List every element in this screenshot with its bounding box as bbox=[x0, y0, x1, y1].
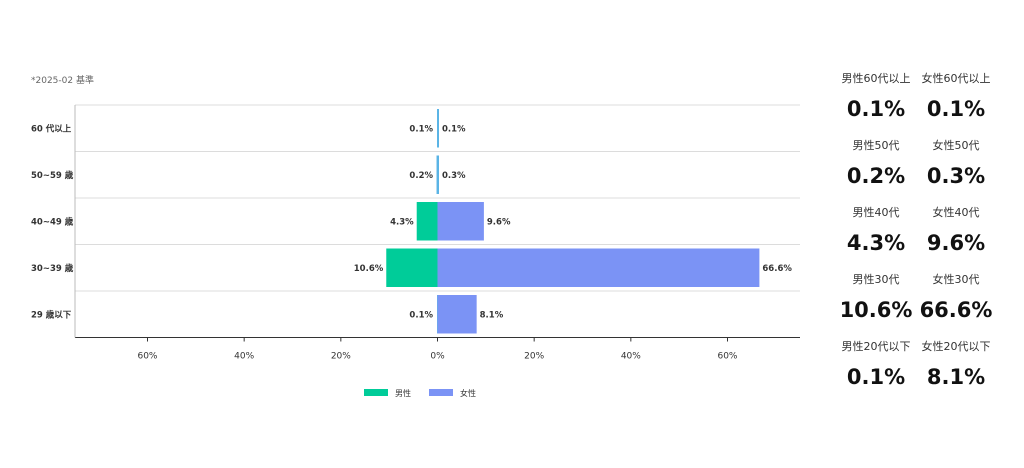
summary-row: 男性60代以上 0.1% 女性60代以上 0.1% bbox=[836, 66, 1012, 133]
summary-value: 10.6% bbox=[839, 298, 913, 322]
summary-cell: 女性30代 66.6% bbox=[916, 267, 996, 334]
bars-layer bbox=[386, 109, 760, 334]
data-label-female: 9.6% bbox=[487, 217, 511, 227]
bar-female bbox=[437, 248, 760, 287]
summary-cell: 女性60代以上 0.1% bbox=[916, 66, 996, 133]
x-tick-label: 20% bbox=[331, 352, 351, 362]
summary-label: 女性30代 bbox=[932, 273, 980, 286]
summary-value: 0.2% bbox=[846, 164, 906, 188]
category-label: 40~49 歳 bbox=[31, 216, 74, 227]
summary-value: 0.1% bbox=[846, 365, 906, 389]
summary-value: 8.1% bbox=[926, 365, 986, 389]
summary-cell: 女性40代 9.6% bbox=[916, 200, 996, 267]
category-label: 50~59 歳 bbox=[31, 170, 74, 181]
data-label-female: 66.6% bbox=[762, 264, 792, 274]
summary-value: 4.3% bbox=[846, 231, 906, 255]
summary-label: 男性60代以上 bbox=[841, 72, 911, 85]
summary-row: 男性50代 0.2% 女性50代 0.3% bbox=[836, 133, 1012, 200]
summary-panel: 男性60代以上 0.1% 女性60代以上 0.1% 男性50代 0.2% 女性50代 0.3%… bbox=[836, 66, 1012, 401]
basis-note: *2025-02 基準 bbox=[31, 76, 94, 86]
data-label-female: 0.3% bbox=[442, 171, 466, 181]
summary-row: 男性30代 10.6% 女性30代 66.6% bbox=[836, 267, 1012, 334]
category-label: 30~39 歳 bbox=[31, 263, 74, 274]
category-label: 29 歳以下 bbox=[31, 309, 72, 320]
summary-label: 女性20代以下 bbox=[921, 340, 991, 353]
bar-male bbox=[416, 202, 438, 241]
data-label-male: 0.1% bbox=[409, 310, 433, 320]
summary-label: 男性20代以下 bbox=[841, 340, 911, 353]
legend-label: 女性 bbox=[460, 388, 476, 398]
summary-label: 男性40代 bbox=[852, 206, 900, 219]
legend-swatch bbox=[429, 389, 453, 396]
bar-male bbox=[386, 248, 438, 287]
x-tick-label: 0% bbox=[430, 352, 445, 362]
x-tick-label: 40% bbox=[621, 352, 641, 362]
summary-value: 66.6% bbox=[919, 298, 993, 322]
summary-cell: 男性40代 4.3% bbox=[836, 200, 916, 267]
summary-label: 男性50代 bbox=[852, 139, 900, 152]
axis-layer: 60 代以上 50~59 歳 40~49 歳 30~39 歳 29 歳以下 60% 40% 2… bbox=[31, 123, 738, 361]
summary-label: 女性50代 bbox=[932, 139, 980, 152]
grid-layer bbox=[74, 104, 800, 338]
data-label-female: 8.1% bbox=[480, 310, 504, 320]
summary-cell: 男性60代以上 0.1% bbox=[836, 66, 916, 133]
summary-value: 0.1% bbox=[926, 97, 986, 121]
summary-cell: 男性50代 0.2% bbox=[836, 133, 916, 200]
summary-value: 9.6% bbox=[926, 231, 986, 255]
summary-cell: 男性30代 10.6% bbox=[836, 267, 916, 334]
summary-value: 0.3% bbox=[926, 164, 986, 188]
data-label-male: 0.1% bbox=[409, 124, 433, 134]
x-tick-label: 60% bbox=[137, 352, 157, 362]
summary-label: 女性60代以上 bbox=[921, 72, 991, 85]
bar-female bbox=[437, 202, 484, 241]
bar-female bbox=[437, 109, 439, 148]
data-label-male: 10.6% bbox=[354, 264, 384, 274]
legend-label: 男性 bbox=[395, 388, 411, 398]
x-tick-label: 20% bbox=[524, 352, 544, 362]
population-pyramid-chart: 0.1% 0.1% 0.2% 0.3% 4.3% 9.6% 10.6% 66.6% 0.1% 8.… bbox=[31, 104, 800, 398]
summary-label: 男性30代 bbox=[852, 273, 900, 286]
category-label: 60 代以上 bbox=[31, 123, 72, 134]
bar-female bbox=[437, 155, 439, 194]
summary-cell: 男性20代以下 0.1% bbox=[836, 334, 916, 401]
legend: 男性 女性 bbox=[364, 388, 476, 398]
data-label-male: 4.3% bbox=[390, 217, 414, 227]
data-label-female: 0.1% bbox=[442, 124, 466, 134]
summary-cell: 女性50代 0.3% bbox=[916, 133, 996, 200]
data-label-male: 0.2% bbox=[409, 171, 433, 181]
summary-value: 0.1% bbox=[846, 97, 906, 121]
bar-male bbox=[436, 155, 439, 194]
summary-row: 男性40代 4.3% 女性40代 9.6% bbox=[836, 200, 1012, 267]
summary-row: 男性20代以下 0.1% 女性20代以下 8.1% bbox=[836, 334, 1012, 401]
legend-swatch bbox=[364, 389, 388, 396]
x-tick-label: 40% bbox=[234, 352, 254, 362]
labels-layer: 0.1% 0.1% 0.2% 0.3% 4.3% 9.6% 10.6% 66.6% 0.1% 8.… bbox=[354, 124, 793, 320]
summary-label: 女性40代 bbox=[932, 206, 980, 219]
summary-cell: 女性20代以下 8.1% bbox=[916, 334, 996, 401]
bar-female bbox=[437, 295, 477, 334]
x-tick-label: 60% bbox=[717, 352, 737, 362]
